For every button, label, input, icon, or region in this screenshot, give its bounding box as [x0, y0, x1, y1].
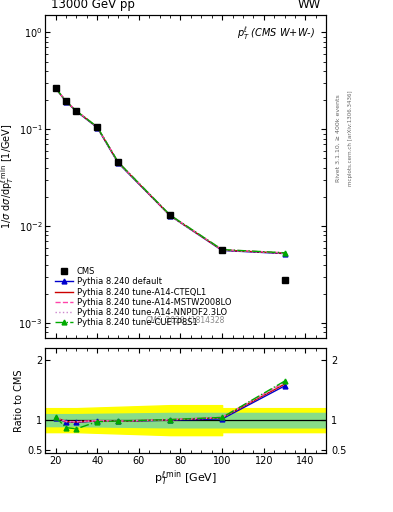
Pythia 8.240 tune-A14-CTEQL1 — [116, 159, 120, 165]
Pythia 8.240 tune-A14-NNPDF2.3LO — [64, 98, 68, 104]
Pythia 8.240 tune-A14-MSTW2008LO — [53, 85, 58, 91]
Pythia 8.240 tune-A14-CTEQL1 — [168, 212, 173, 219]
CMS — [168, 212, 173, 218]
Pythia 8.240 tune-A14-NNPDF2.3LO — [116, 159, 120, 165]
Line: Pythia 8.240 tune-A14-NNPDF2.3LO: Pythia 8.240 tune-A14-NNPDF2.3LO — [55, 88, 285, 253]
Pythia 8.240 tune-CUETP8S1 — [95, 124, 99, 130]
Pythia 8.240 tune-A14-MSTW2008LO — [74, 108, 79, 114]
Pythia 8.240 tune-A14-CTEQL1 — [95, 124, 99, 130]
Pythia 8.240 default — [116, 160, 120, 166]
Pythia 8.240 tune-CUETP8S1 — [116, 159, 120, 165]
Pythia 8.240 tune-CUETP8S1 — [282, 250, 287, 256]
Pythia 8.240 tune-A14-NNPDF2.3LO — [74, 108, 79, 114]
Legend: CMS, Pythia 8.240 default, Pythia 8.240 tune-A14-CTEQL1, Pythia 8.240 tune-A14-M: CMS, Pythia 8.240 default, Pythia 8.240 … — [51, 264, 235, 331]
Line: Pythia 8.240 tune-CUETP8S1: Pythia 8.240 tune-CUETP8S1 — [53, 86, 287, 255]
Pythia 8.240 tune-A14-NNPDF2.3LO — [95, 124, 99, 130]
Pythia 8.240 tune-A14-MSTW2008LO — [64, 98, 68, 104]
Pythia 8.240 default — [95, 124, 99, 131]
Pythia 8.240 tune-CUETP8S1 — [168, 212, 173, 218]
Pythia 8.240 tune-A14-CTEQL1 — [53, 85, 58, 91]
Line: CMS: CMS — [53, 85, 288, 283]
Pythia 8.240 default — [74, 109, 79, 115]
Line: Pythia 8.240 tune-A14-CTEQL1: Pythia 8.240 tune-A14-CTEQL1 — [55, 88, 285, 253]
Text: WW: WW — [298, 0, 321, 11]
Text: mcplots.cern.ch [arXiv:1306.3436]: mcplots.cern.ch [arXiv:1306.3436] — [348, 91, 353, 186]
Pythia 8.240 tune-A14-MSTW2008LO — [116, 159, 120, 165]
Line: Pythia 8.240 tune-A14-MSTW2008LO: Pythia 8.240 tune-A14-MSTW2008LO — [55, 88, 285, 253]
Text: 13000 GeV pp: 13000 GeV pp — [51, 0, 135, 11]
Pythia 8.240 tune-A14-NNPDF2.3LO — [168, 212, 173, 219]
Pythia 8.240 tune-A14-MSTW2008LO — [220, 247, 224, 253]
CMS — [282, 276, 287, 283]
Line: Pythia 8.240 default: Pythia 8.240 default — [53, 86, 287, 256]
Pythia 8.240 tune-A14-NNPDF2.3LO — [282, 250, 287, 257]
Text: Rivet 3.1.10, ≥ 400k events: Rivet 3.1.10, ≥ 400k events — [336, 94, 341, 182]
Pythia 8.240 tune-A14-MSTW2008LO — [282, 250, 287, 256]
Pythia 8.240 tune-CUETP8S1 — [53, 84, 58, 91]
Pythia 8.240 default — [64, 98, 68, 104]
Pythia 8.240 tune-A14-MSTW2008LO — [95, 124, 99, 130]
Text: p$_T^{\ell}$ (CMS W+W-): p$_T^{\ell}$ (CMS W+W-) — [237, 25, 315, 42]
Pythia 8.240 default — [53, 85, 58, 91]
CMS — [116, 159, 120, 165]
Pythia 8.240 tune-A14-CTEQL1 — [282, 250, 287, 256]
CMS — [53, 85, 58, 91]
Pythia 8.240 default — [282, 250, 287, 257]
X-axis label: p$_T^{\ell\,\rm min}$ [GeV]: p$_T^{\ell\,\rm min}$ [GeV] — [154, 468, 217, 488]
Pythia 8.240 tune-A14-CTEQL1 — [220, 247, 224, 253]
Pythia 8.240 tune-A14-NNPDF2.3LO — [220, 247, 224, 253]
Y-axis label: 1/$\sigma$ d$\sigma$/dp$_T^{\ell\,\rm min}$ [1/GeV]: 1/$\sigma$ d$\sigma$/dp$_T^{\ell\,\rm mi… — [0, 124, 16, 229]
CMS — [220, 247, 224, 253]
Pythia 8.240 tune-A14-CTEQL1 — [74, 108, 79, 114]
Y-axis label: Ratio to CMS: Ratio to CMS — [14, 369, 24, 432]
CMS — [64, 98, 68, 104]
Pythia 8.240 tune-CUETP8S1 — [64, 98, 68, 104]
CMS — [95, 124, 99, 130]
Pythia 8.240 default — [168, 212, 173, 219]
Pythia 8.240 default — [220, 247, 224, 253]
Pythia 8.240 tune-A14-MSTW2008LO — [168, 212, 173, 218]
Pythia 8.240 tune-A14-NNPDF2.3LO — [53, 85, 58, 91]
Text: CMS_2020_I1814328: CMS_2020_I1814328 — [146, 315, 225, 324]
Pythia 8.240 tune-CUETP8S1 — [74, 108, 79, 114]
CMS — [74, 108, 79, 114]
Pythia 8.240 tune-A14-CTEQL1 — [64, 98, 68, 104]
Pythia 8.240 tune-CUETP8S1 — [220, 246, 224, 252]
